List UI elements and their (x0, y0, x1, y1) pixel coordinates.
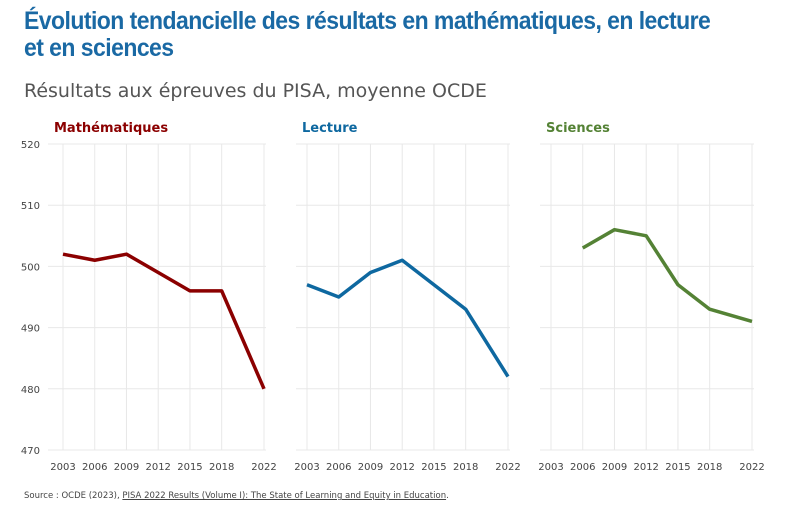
x-tick-label: 2006 (82, 462, 107, 473)
chart-title: Évolution tendancielle des résultats en … (24, 7, 711, 62)
x-tick-label: 2015 (665, 462, 690, 473)
y-tick-label: 510 (21, 201, 40, 212)
y-tick-label: 470 (21, 446, 40, 457)
y-tick-label: 500 (21, 262, 40, 273)
x-tick-label: 2003 (50, 462, 75, 473)
x-tick-label: 2009 (114, 462, 139, 473)
x-tick-label: 2003 (294, 462, 319, 473)
x-tick-label: 2012 (389, 462, 414, 473)
x-tick-label: 2022 (251, 462, 276, 473)
source-note: Source : OCDE (2023), PISA 2022 Results … (24, 491, 449, 501)
x-tick-label: 2009 (602, 462, 627, 473)
panel-title: Mathématiques (54, 121, 168, 136)
x-tick-label: 2018 (209, 462, 234, 473)
x-tick-label: 2006 (570, 462, 595, 473)
x-tick-label: 2015 (421, 462, 446, 473)
x-tick-label: 2022 (739, 462, 764, 473)
y-tick-label: 490 (21, 324, 40, 335)
y-tick-label: 520 (21, 140, 40, 151)
source-link[interactable]: PISA 2022 Results (Volume I): The State … (122, 491, 447, 501)
source-suffix: . (446, 491, 449, 501)
x-tick-label: 2018 (453, 462, 478, 473)
x-tick-label: 2006 (326, 462, 351, 473)
panel-title: Lecture (302, 121, 358, 136)
x-tick-label: 2018 (697, 462, 722, 473)
source-prefix: Source : OCDE (2023), (24, 491, 123, 501)
series-line-sciences (581, 227, 753, 324)
x-tick-label: 2009 (358, 462, 383, 473)
panel-title: Sciences (546, 121, 610, 136)
series-line-lecture (306, 258, 510, 378)
series-line-mathématiques (62, 252, 266, 390)
y-tick-label: 480 (21, 385, 40, 396)
x-tick-label: 2012 (633, 462, 658, 473)
x-tick-label: 2015 (177, 462, 202, 473)
x-tick-label: 2003 (538, 462, 563, 473)
x-tick-label: 2012 (145, 462, 170, 473)
chart-subtitle: Résultats aux épreuves du PISA, moyenne … (24, 80, 487, 102)
x-tick-label: 2022 (495, 462, 520, 473)
